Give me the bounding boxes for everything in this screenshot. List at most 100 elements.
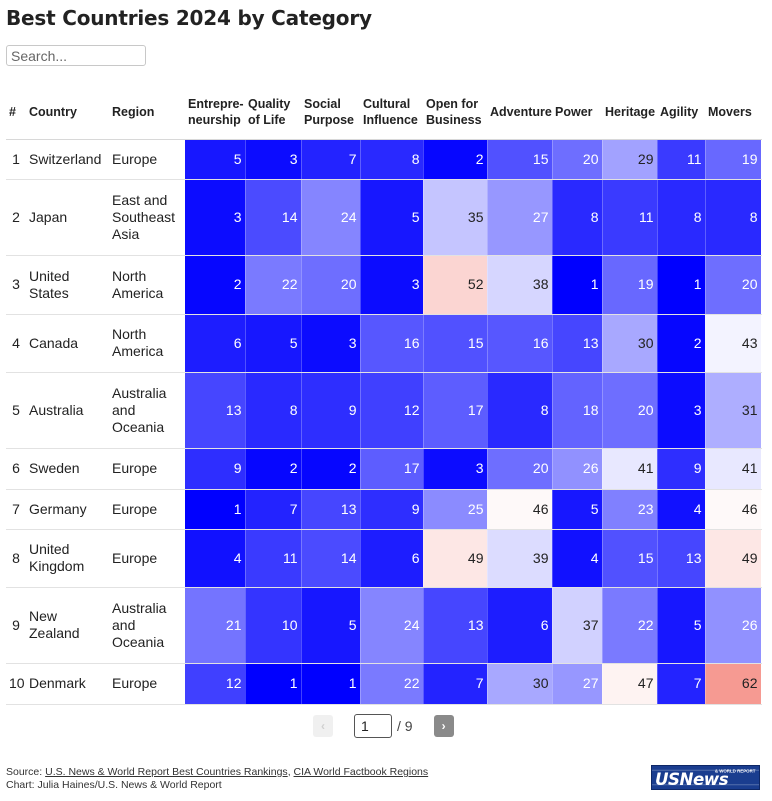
table-row: 5 Australia Australia and Oceania 13 8 9 12 17 8 18… bbox=[6, 372, 762, 449]
value-cell-open-for-business: 3 bbox=[423, 448, 488, 490]
value-cell-entrepreneurship: 21 bbox=[185, 587, 246, 664]
col-header-cultural-influence[interactable]: Cultural Influence bbox=[360, 85, 423, 140]
country-label-line: New bbox=[29, 608, 58, 624]
value-cell-movers: 41 bbox=[705, 448, 762, 490]
page-number-input[interactable] bbox=[354, 714, 392, 738]
region-label-line: East and bbox=[112, 191, 168, 208]
usnews-logo-icon: USNews & WORLD REPORT bbox=[652, 766, 759, 789]
col-header-region-label: Region bbox=[112, 104, 155, 119]
col-header-rank[interactable]: # bbox=[6, 85, 26, 140]
value-cell-power: 20 bbox=[552, 139, 603, 180]
value-cell-social-purpose: 1 bbox=[301, 663, 361, 705]
country-cell: Canada bbox=[26, 314, 109, 373]
table-row: 3 United States North America 2 22 20 3 52 38 1 19 1 2… bbox=[6, 255, 762, 315]
value-cell-heritage: 29 bbox=[602, 139, 658, 180]
col-header-label-line: Open for bbox=[426, 96, 479, 111]
value-cell-heritage: 41 bbox=[602, 448, 658, 490]
value-cell-heritage: 22 bbox=[602, 587, 658, 664]
value-cell-open-for-business: 15 bbox=[423, 314, 488, 373]
col-header-open-for-business[interactable]: Open for Business bbox=[423, 85, 487, 140]
page-total: / 9 bbox=[397, 718, 413, 734]
value-cell-quality-of-life: 2 bbox=[245, 448, 302, 490]
table-row: 2 Japan East and Southeast Asia 3 14 24 5 35 27 8 11… bbox=[6, 179, 762, 256]
value-cell-entrepreneurship: 9 bbox=[185, 448, 246, 490]
value-cell-movers: 49 bbox=[705, 529, 762, 588]
logo-wordmark: USNews bbox=[655, 770, 729, 789]
value-cell-cultural-influence: 8 bbox=[360, 139, 424, 180]
source-link-best-countries[interactable]: U.S. News & World Report Best Countries … bbox=[45, 766, 288, 778]
col-header-label-line: neurship bbox=[188, 112, 241, 127]
country-cell: United Kingdom bbox=[26, 529, 109, 588]
country-label-line: Switzerland bbox=[29, 150, 102, 167]
source-prefix: Source: bbox=[6, 766, 46, 778]
region-label-line: Asia bbox=[112, 225, 140, 242]
value-cell-social-purpose: 14 bbox=[301, 529, 361, 588]
table-row: 8 United Kingdom Europe 4 11 14 6 49 39 4 15 13 49 bbox=[6, 529, 762, 588]
value-cell-movers: 19 bbox=[705, 139, 762, 180]
search-input[interactable] bbox=[6, 45, 146, 66]
value-cell-power: 27 bbox=[552, 663, 603, 705]
next-page-button[interactable]: › bbox=[433, 715, 454, 737]
col-header-heritage[interactable]: Heritage bbox=[602, 85, 657, 140]
value-cell-quality-of-life: 1 bbox=[245, 663, 302, 705]
col-header-movers[interactable]: Movers bbox=[705, 85, 761, 140]
region-cell: East and Southeast Asia bbox=[109, 179, 185, 256]
value-cell-open-for-business: 25 bbox=[423, 489, 488, 530]
rank-cell: 3 bbox=[6, 255, 26, 315]
value-cell-agility: 2 bbox=[657, 314, 706, 373]
source-line: Source: U.S. News & World Report Best Co… bbox=[6, 766, 428, 779]
col-header-power[interactable]: Power bbox=[552, 85, 602, 140]
col-header-agility[interactable]: Agility bbox=[657, 85, 705, 140]
col-header-social-purpose[interactable]: Social Purpose bbox=[301, 85, 360, 140]
region-cell: Europe bbox=[109, 489, 185, 530]
value-cell-open-for-business: 49 bbox=[423, 529, 488, 588]
value-cell-entrepreneurship: 12 bbox=[185, 663, 246, 705]
country-label-line: Canada bbox=[29, 334, 79, 351]
prev-page-button[interactable]: ‹ bbox=[313, 715, 333, 737]
value-cell-adventure: 20 bbox=[487, 448, 553, 490]
region-label-line: Europe bbox=[112, 150, 158, 167]
value-cell-adventure: 16 bbox=[487, 314, 553, 373]
value-cell-agility: 5 bbox=[657, 587, 706, 664]
col-header-entrepreneurship[interactable]: Entrepre-neurship bbox=[185, 85, 245, 140]
col-header-adventure[interactable]: Adventure bbox=[487, 85, 552, 140]
value-cell-adventure: 8 bbox=[487, 372, 553, 449]
value-cell-social-purpose: 7 bbox=[301, 139, 361, 180]
value-cell-entrepreneurship: 2 bbox=[185, 255, 246, 315]
value-cell-agility: 4 bbox=[657, 489, 706, 530]
table-header-row: # Country Region Entrepre-neurship Quali… bbox=[6, 85, 761, 140]
value-cell-power: 4 bbox=[552, 529, 603, 588]
value-cell-power: 18 bbox=[552, 372, 603, 449]
col-header-country[interactable]: Country bbox=[26, 85, 109, 140]
value-cell-movers: 20 bbox=[705, 255, 762, 315]
col-header-quality-of-life[interactable]: Quality of Life bbox=[245, 85, 301, 140]
value-cell-adventure: 30 bbox=[487, 663, 553, 705]
table-row: 1 Switzerland Europe 5 3 7 8 2 15 20 29 11 19 bbox=[6, 139, 762, 180]
col-header-label-line: Cultural bbox=[363, 96, 411, 111]
value-cell-adventure: 6 bbox=[487, 587, 553, 664]
source-link-cia-factbook[interactable]: CIA World Factbook Regions bbox=[293, 766, 429, 778]
col-header-label-line: of Life bbox=[248, 112, 286, 127]
value-cell-movers: 46 bbox=[705, 489, 762, 530]
col-header-label-line: Power bbox=[555, 104, 593, 119]
chevron-right-icon: › bbox=[441, 719, 446, 733]
value-cell-cultural-influence: 5 bbox=[360, 179, 424, 256]
rank-cell: 4 bbox=[6, 314, 26, 373]
country-cell: New Zealand bbox=[26, 587, 109, 664]
country-label-line: Japan bbox=[29, 208, 68, 225]
value-cell-movers: 26 bbox=[705, 587, 762, 664]
value-cell-heritage: 11 bbox=[602, 179, 658, 256]
country-label-line: United bbox=[29, 541, 70, 557]
value-cell-adventure: 39 bbox=[487, 529, 553, 588]
value-cell-agility: 8 bbox=[657, 179, 706, 256]
table-row: 6 Sweden Europe 9 2 2 17 3 20 26 41 9 41 bbox=[6, 448, 762, 490]
value-cell-agility: 3 bbox=[657, 372, 706, 449]
region-label-line: and bbox=[112, 401, 136, 418]
region-label-line: Europe bbox=[112, 675, 158, 691]
col-header-label-line: Quality bbox=[248, 96, 291, 111]
region-label-line: North bbox=[112, 326, 147, 342]
col-header-region[interactable]: Region bbox=[109, 85, 185, 140]
value-cell-power: 5 bbox=[552, 489, 603, 530]
rank-cell: 7 bbox=[6, 489, 26, 530]
country-label-line: United bbox=[29, 267, 70, 284]
